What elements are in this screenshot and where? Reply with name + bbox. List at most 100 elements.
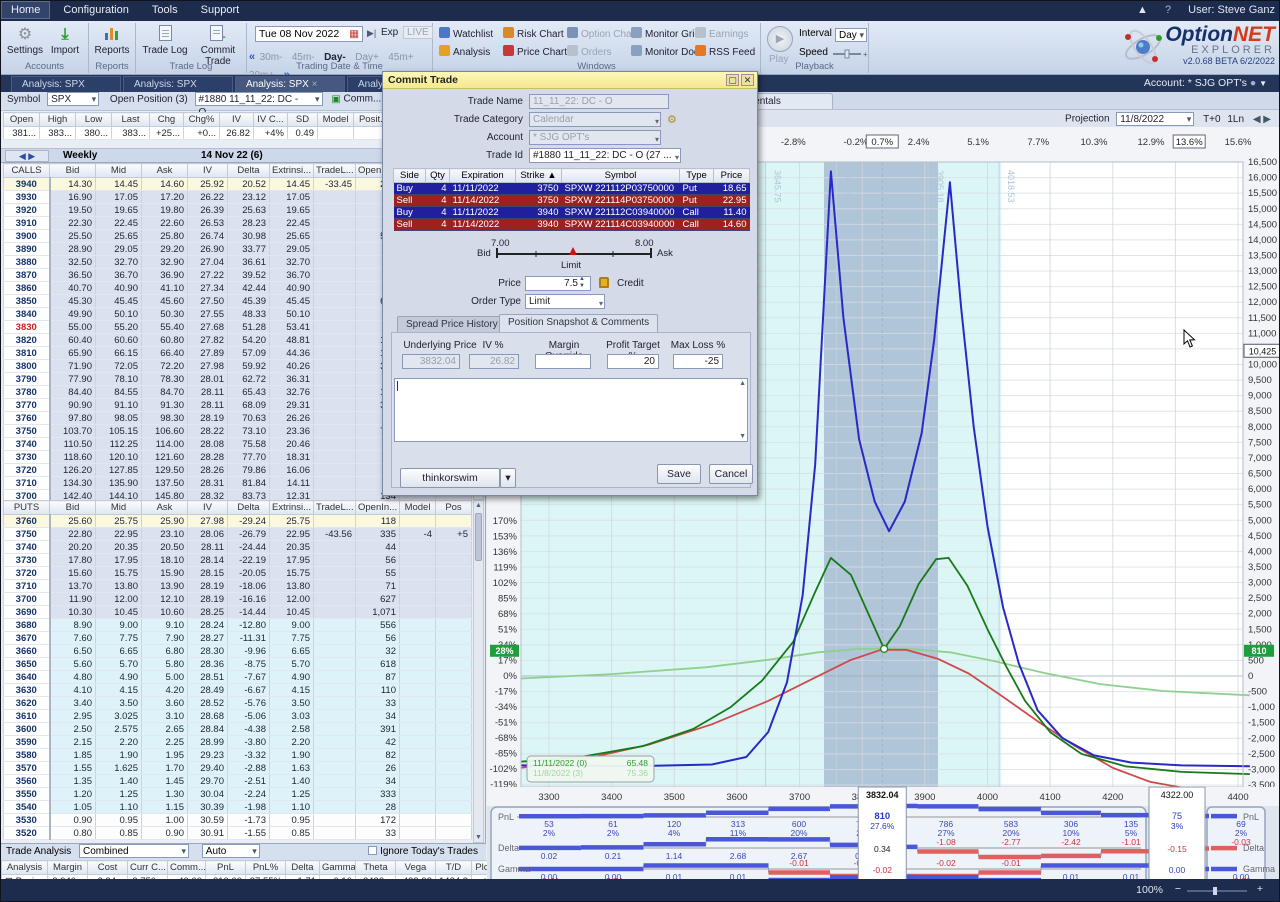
import-button[interactable]: ⤓ Import <box>45 25 85 56</box>
option-row[interactable]: 376025.6025.7525.9027.98-29.2425.75118 <box>4 515 472 528</box>
option-cell[interactable]: 0.95 <box>96 814 142 827</box>
option-cell[interactable] <box>436 580 472 593</box>
analysis-auto-select[interactable]: Auto <box>202 844 260 858</box>
option-cell[interactable]: 14.11 <box>270 477 314 490</box>
option-cell[interactable]: 36.31 <box>270 373 314 386</box>
option-cell[interactable]: -4 <box>400 528 436 541</box>
zoom-in-icon[interactable]: + <box>1257 883 1263 895</box>
option-cell[interactable] <box>400 658 436 671</box>
legs-header[interactable]: Expiration <box>450 169 516 183</box>
option-cell[interactable]: 55.20 <box>96 321 142 334</box>
option-cell[interactable]: 28.68 <box>188 710 228 723</box>
option-cell[interactable]: 127.85 <box>96 464 142 477</box>
option-cell[interactable]: 84.40 <box>50 386 96 399</box>
option-cell[interactable]: 68.09 <box>228 399 270 412</box>
option-cell[interactable]: 28.19 <box>188 580 228 593</box>
option-cell[interactable]: 22.45 <box>96 217 142 230</box>
option-cell[interactable] <box>314 334 356 347</box>
option-cell[interactable]: 23.12 <box>228 191 270 204</box>
option-cell[interactable]: 1.625 <box>96 762 142 775</box>
quote-header[interactable]: Chg% <box>184 113 220 127</box>
chain-header-model[interactable]: Model <box>400 501 436 515</box>
option-cell[interactable] <box>314 399 356 412</box>
option-cell[interactable]: 1.63 <box>270 762 314 775</box>
option-cell[interactable]: 28.90 <box>50 243 96 256</box>
option-cell[interactable]: 45.60 <box>142 295 188 308</box>
option-cell[interactable]: 1.00 <box>142 814 188 827</box>
option-cell[interactable]: 3.60 <box>142 697 188 710</box>
option-cell[interactable]: 20.46 <box>270 438 314 451</box>
option-cell[interactable] <box>436 645 472 658</box>
option-cell[interactable]: 82 <box>356 749 400 762</box>
chain-header-extrinsi[interactable]: Extrinsi... <box>270 501 314 515</box>
option-cell[interactable] <box>436 606 472 619</box>
strike-cell[interactable]: 3630 <box>4 684 50 697</box>
option-cell[interactable]: 22.95 <box>270 528 314 541</box>
strike-cell[interactable]: 3560 <box>4 775 50 788</box>
option-cell[interactable] <box>314 632 356 645</box>
option-cell[interactable]: 83.73 <box>228 490 270 501</box>
option-row[interactable]: 373017.8017.9518.1028.14-22.1917.9556 <box>4 554 472 567</box>
option-cell[interactable]: 134.30 <box>50 477 96 490</box>
option-cell[interactable]: 12.00 <box>270 593 314 606</box>
option-row[interactable]: 369010.3010.4510.6028.25-14.4410.451,071 <box>4 606 472 619</box>
option-cell[interactable]: 28.06 <box>188 528 228 541</box>
trade-leg-row-sell[interactable]: Sell411/14/20223940SPXW 221114C03940000C… <box>394 219 750 231</box>
puts-scrollbar[interactable]: ▲ ▼ <box>473 500 484 843</box>
option-cell[interactable]: 98.05 <box>96 412 142 425</box>
option-cell[interactable]: 71.90 <box>50 360 96 373</box>
strike-cell[interactable]: 3550 <box>4 788 50 801</box>
option-cell[interactable]: 27.89 <box>188 347 228 360</box>
strike-cell[interactable]: 3720 <box>4 567 50 580</box>
option-cell[interactable]: 25.63 <box>228 204 270 217</box>
zoom-slider[interactable] <box>1187 887 1247 895</box>
option-cell[interactable]: 26.22 <box>188 191 228 204</box>
strike-cell[interactable]: 3540 <box>4 801 50 814</box>
option-cell[interactable]: 1.40 <box>96 775 142 788</box>
option-cell[interactable]: -24.44 <box>228 541 270 554</box>
collapse-ribbon-icon[interactable]: ▲ <box>1137 4 1148 16</box>
option-cell[interactable]: 28.84 <box>188 723 228 736</box>
option-cell[interactable] <box>400 580 436 593</box>
strike-cell[interactable]: 3900 <box>4 230 50 243</box>
comments-textarea[interactable]: ▲ ▼ <box>394 378 748 442</box>
option-cell[interactable]: 28.25 <box>188 606 228 619</box>
option-cell[interactable]: 28.24 <box>188 619 228 632</box>
option-cell[interactable] <box>314 801 356 814</box>
option-cell[interactable]: -1.55 <box>228 827 270 840</box>
option-cell[interactable]: 28.15 <box>188 567 228 580</box>
tab-close-icon[interactable]: × <box>309 79 318 90</box>
option-cell[interactable]: 25.65 <box>270 230 314 243</box>
option-cell[interactable]: 2.25 <box>142 736 188 749</box>
option-cell[interactable]: 18.31 <box>270 451 314 464</box>
option-cell[interactable]: 118 <box>356 515 400 528</box>
option-cell[interactable] <box>314 282 356 295</box>
option-cell[interactable]: 28 <box>356 801 400 814</box>
symbol-select[interactable]: SPX <box>47 92 99 106</box>
option-cell[interactable]: 12.00 <box>96 593 142 606</box>
option-cell[interactable] <box>314 243 356 256</box>
trade-log-button[interactable]: Trade Log <box>140 25 190 56</box>
strike-cell[interactable]: 3850 <box>4 295 50 308</box>
option-cell[interactable] <box>314 464 356 477</box>
option-row[interactable]: 35701.551.6251.7029.40-2.881.6326 <box>4 762 472 775</box>
option-cell[interactable]: 55.40 <box>142 321 188 334</box>
option-cell[interactable]: 14.45 <box>270 178 314 191</box>
exp-next-icon[interactable]: ▶| <box>367 28 376 39</box>
option-cell[interactable]: 9.10 <box>142 619 188 632</box>
option-cell[interactable]: 60.40 <box>50 334 96 347</box>
strike-cell[interactable]: 3940 <box>4 178 50 191</box>
option-cell[interactable] <box>436 710 472 723</box>
option-cell[interactable]: 23.10 <box>142 528 188 541</box>
option-cell[interactable] <box>436 658 472 671</box>
option-cell[interactable]: 72.20 <box>142 360 188 373</box>
option-cell[interactable]: 618 <box>356 658 400 671</box>
option-cell[interactable]: 17.95 <box>96 554 142 567</box>
option-cell[interactable]: 126.20 <box>50 464 96 477</box>
option-cell[interactable]: 19.65 <box>96 204 142 217</box>
option-cell[interactable] <box>400 814 436 827</box>
option-cell[interactable]: 1.10 <box>96 801 142 814</box>
window-item-earnings[interactable]: Earnings <box>695 27 748 40</box>
option-cell[interactable] <box>314 710 356 723</box>
option-cell[interactable]: 16.90 <box>50 191 96 204</box>
